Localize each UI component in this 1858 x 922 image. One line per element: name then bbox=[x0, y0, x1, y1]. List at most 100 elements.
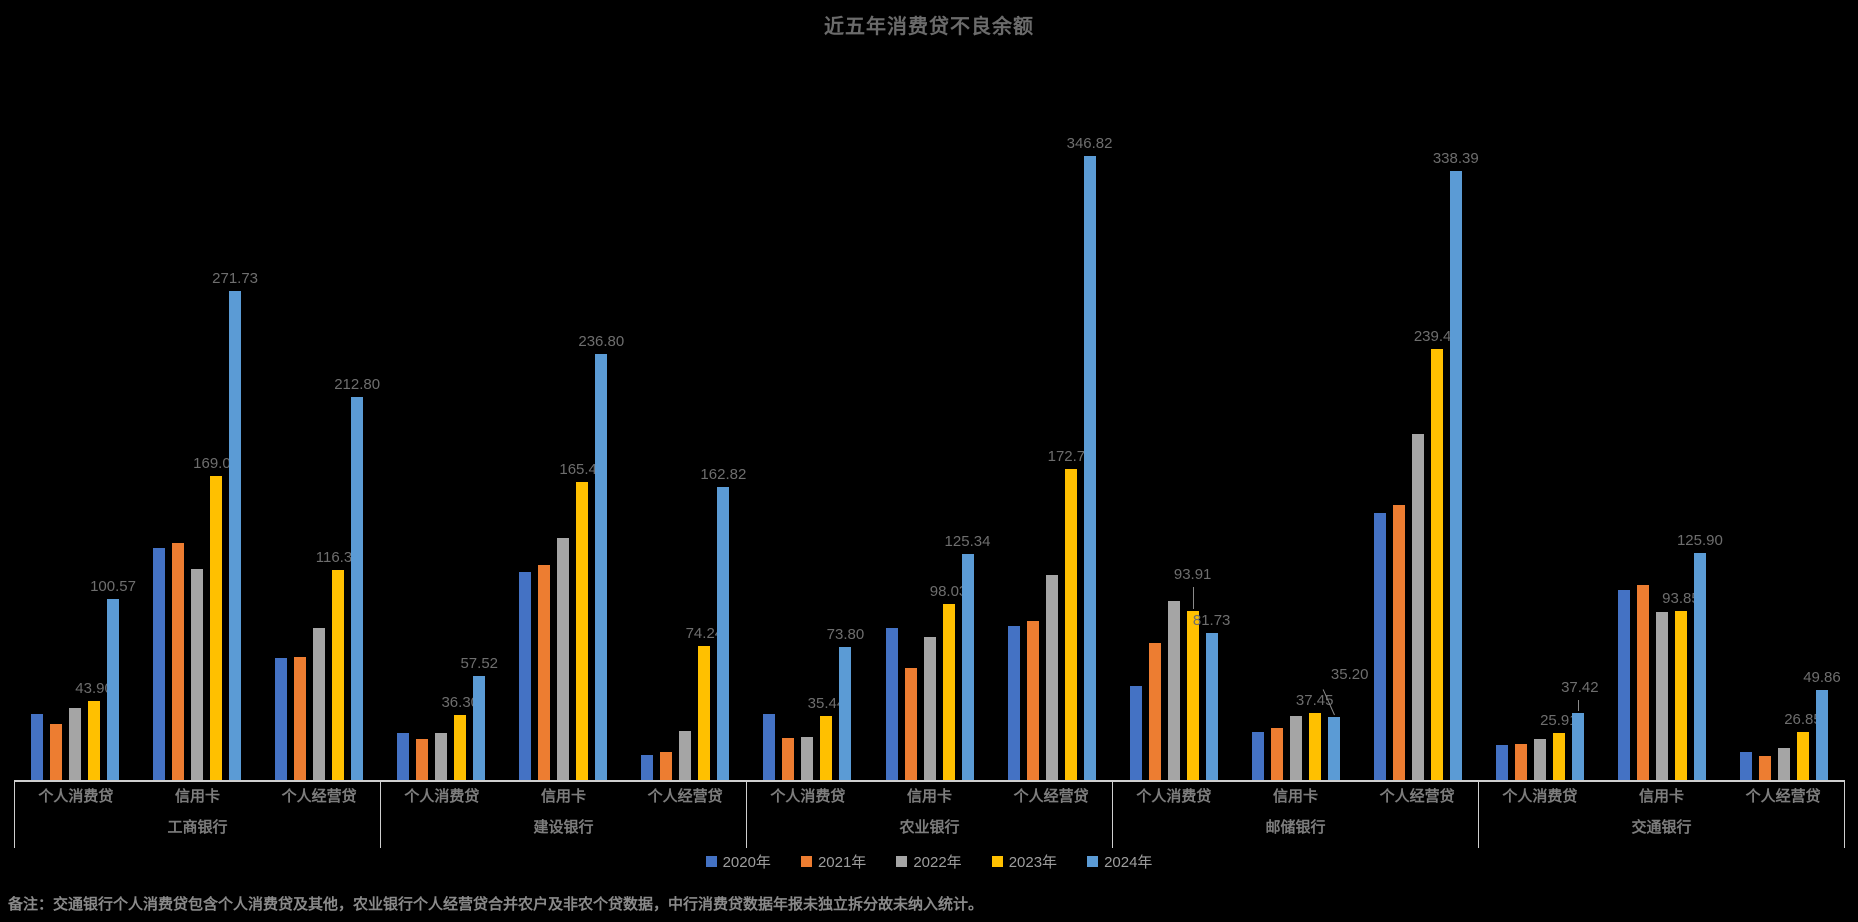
data-label: 125.90 bbox=[1676, 532, 1723, 549]
bar-邮储银行-个人消费贷-2023年: 93.91 bbox=[1174, 566, 1211, 780]
bar-建设银行-个人消费贷-2024年: 57.52 bbox=[460, 655, 498, 780]
legend-swatch-icon bbox=[800, 856, 812, 867]
axis-category-label: 个人经营贷 bbox=[1013, 788, 1089, 805]
bar-交通银行-信用卡-2023年: 93.85 bbox=[1662, 590, 1700, 780]
data-label: 169.01 bbox=[193, 455, 240, 472]
legend-item-2020年: 2020年 bbox=[705, 851, 771, 872]
bar-农业银行-个人经营贷-2021年 bbox=[1026, 621, 1039, 780]
bar-邮储银行-信用卡-2023年: 37.45 bbox=[1296, 692, 1333, 780]
legend-item-2024年: 2024年 bbox=[1087, 851, 1152, 872]
bar-cluster-邮储银行-个人经营贷: 239.46 338.39 bbox=[1357, 150, 1479, 780]
data-label: 100.57 bbox=[90, 578, 136, 595]
data-label: 37.42 bbox=[1561, 679, 1599, 696]
data-label: 236.80 bbox=[578, 333, 625, 350]
axis-category-label: 个人经营贷 bbox=[281, 788, 357, 805]
bar-工商银行-个人消费贷-2024年: 100.57 bbox=[90, 578, 136, 780]
plot-area: 43.90 100.57 169.01 271.73 116.39 212.80 36.30… bbox=[14, 135, 1845, 780]
axis-category-label: 个人消费贷 bbox=[1136, 788, 1212, 805]
bar-交通银行-个人经营贷-2023年: 26.85 bbox=[1784, 711, 1822, 780]
bar-交通银行-个人消费贷-2020年 bbox=[1495, 745, 1508, 780]
bar-邮储银行-个人消费贷-2020年 bbox=[1129, 686, 1142, 780]
bar-group-建设银行: 36.30 57.52 165.41 236.80 74.24 162.82 bbox=[380, 150, 746, 780]
bar-农业银行-个人消费贷-2020年 bbox=[763, 714, 776, 780]
label-leader-line bbox=[1192, 587, 1194, 609]
footnote: 备注：交通银行个人消费贷包含个人消费贷及其他，农业银行个人经营贷合并农户及非农个… bbox=[8, 896, 984, 913]
bar-交通银行-个人消费贷-2021年 bbox=[1514, 744, 1527, 780]
axis-category-row: 个人消费贷 信用卡 个人经营贷 bbox=[1113, 782, 1478, 815]
axis-category-label: 个人消费贷 bbox=[770, 788, 846, 805]
bar-工商银行-个人经营贷-2023年: 116.39 bbox=[316, 549, 361, 780]
axis-bank-label: 工商银行 bbox=[167, 819, 228, 836]
bar-建设银行-个人经营贷-2022年 bbox=[679, 731, 692, 780]
bar-工商银行-个人经营贷-2021年 bbox=[294, 657, 307, 780]
legend-swatch-icon bbox=[991, 856, 1003, 867]
data-label: 36.30 bbox=[441, 694, 480, 711]
legend-item-2021年: 2021年 bbox=[800, 851, 867, 872]
data-label: 37.45 bbox=[1295, 692, 1334, 709]
bar-工商银行-个人消费贷-2021年 bbox=[50, 724, 63, 780]
data-label: 162.82 bbox=[700, 466, 747, 483]
legend: 2020年 2021年 2022年 2023年 2024年 bbox=[0, 851, 1858, 872]
bar-交通银行-个人经营贷-2021年 bbox=[1758, 756, 1771, 780]
axis-category-label: 个人经营贷 bbox=[1379, 788, 1455, 805]
data-label: 239.46 bbox=[1413, 328, 1460, 345]
bar-邮储银行-个人经营贷-2020年 bbox=[1373, 513, 1386, 780]
label-leader-line bbox=[1577, 700, 1579, 711]
bar-交通银行-信用卡-2020年 bbox=[1617, 590, 1630, 780]
legend-label: 2023年 bbox=[1008, 854, 1058, 871]
bar-农业银行-个人经营贷-2024年: 346.82 bbox=[1067, 135, 1113, 780]
bar-cluster-邮储银行-信用卡: 37.45 35.20 bbox=[1235, 150, 1368, 780]
data-label: 81.73 bbox=[1192, 612, 1231, 629]
axis-bank-label: 建设银行 bbox=[533, 819, 594, 836]
bar-农业银行-个人消费贷-2022年 bbox=[801, 737, 814, 780]
legend-swatch-icon bbox=[896, 856, 908, 867]
bar-邮储银行-信用卡-2021年 bbox=[1270, 728, 1283, 780]
bar-group-工商银行: 43.90 100.57 169.01 271.73 116.39 212.80 bbox=[14, 150, 380, 780]
bar-cluster-农业银行-个人经营贷: 172.74 346.82 bbox=[991, 135, 1113, 780]
legend-label: 2021年 bbox=[817, 854, 867, 871]
bar-cluster-交通银行-信用卡: 93.85 125.90 bbox=[1601, 150, 1723, 780]
bar-工商银行-个人消费贷-2020年 bbox=[31, 714, 44, 780]
data-label: 346.82 bbox=[1066, 135, 1113, 152]
axis-group-工商银行: 个人消费贷 信用卡 个人经营贷 工商银行 bbox=[14, 782, 380, 848]
bar-交通银行-信用卡-2022年 bbox=[1655, 612, 1668, 780]
bar-工商银行-个人经营贷-2022年 bbox=[313, 628, 326, 780]
bar-邮储银行-信用卡-2022年 bbox=[1289, 716, 1302, 780]
axis-group-建设银行: 个人消费贷 信用卡 个人经营贷 建设银行 bbox=[380, 782, 746, 848]
data-label: 338.39 bbox=[1432, 150, 1479, 167]
bar-建设银行-信用卡-2023年: 165.41 bbox=[559, 461, 605, 780]
data-label: 116.39 bbox=[315, 549, 361, 566]
bar-建设银行-个人消费贷-2020年 bbox=[397, 733, 410, 780]
axis-category-label: 信用卡 bbox=[541, 788, 587, 805]
bar-邮储银行-个人经营贷-2022年 bbox=[1411, 434, 1424, 780]
bar-cluster-农业银行-个人消费贷: 35.44 73.80 bbox=[746, 150, 868, 780]
legend-label: 2024年 bbox=[1104, 854, 1153, 871]
legend-item-2023年: 2023年 bbox=[991, 851, 1058, 872]
bar-邮储银行-个人消费贷-2022年 bbox=[1167, 601, 1180, 780]
bar-工商银行-信用卡-2024年: 271.73 bbox=[212, 270, 258, 780]
bar-邮储银行-个人经营贷-2024年: 338.39 bbox=[1433, 150, 1479, 780]
axis-category-label: 个人消费贷 bbox=[1502, 788, 1578, 805]
bar-邮储银行-个人经营贷-2021年 bbox=[1392, 505, 1405, 780]
data-label: 165.41 bbox=[559, 461, 606, 478]
legend-swatch-icon bbox=[1087, 856, 1099, 867]
legend-swatch-icon bbox=[705, 856, 717, 867]
bar-cluster-建设银行-信用卡: 165.41 236.80 bbox=[502, 150, 624, 780]
data-label: 212.80 bbox=[334, 376, 381, 393]
data-label: 26.85 bbox=[1784, 711, 1822, 728]
bar-建设银行-个人消费贷-2021年 bbox=[416, 739, 429, 780]
axis-category-label: 个人经营贷 bbox=[1745, 788, 1821, 805]
bar-cluster-建设银行-个人消费贷: 36.30 57.52 bbox=[380, 150, 502, 780]
bar-建设银行-个人消费贷-2023年: 36.30 bbox=[441, 694, 479, 780]
axis-category-label: 个人消费贷 bbox=[404, 788, 480, 805]
bar-建设银行-个人消费贷-2022年 bbox=[435, 733, 448, 780]
axis-bank-label: 邮储银行 bbox=[1265, 819, 1326, 836]
data-label: 93.91 bbox=[1173, 566, 1212, 583]
bar-交通银行-个人消费贷-2024年: 37.42 bbox=[1561, 679, 1599, 780]
data-label: 35.44 bbox=[807, 695, 846, 712]
bar-建设银行-信用卡-2024年: 236.80 bbox=[578, 333, 624, 780]
bar-交通银行-个人经营贷-2024年: 49.86 bbox=[1803, 669, 1841, 780]
axis-category-label: 信用卡 bbox=[175, 788, 221, 805]
bar-农业银行-信用卡-2023年: 98.03 bbox=[930, 583, 967, 780]
bar-cluster-交通银行-个人经营贷: 26.85 49.86 bbox=[1723, 150, 1845, 780]
